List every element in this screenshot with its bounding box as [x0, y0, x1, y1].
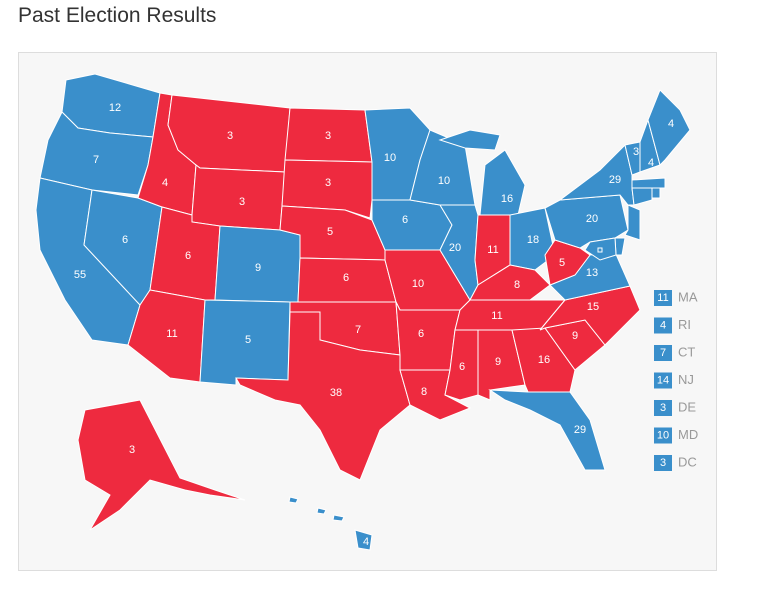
state-votes: 15	[587, 301, 599, 313]
state-votes: 8	[421, 386, 427, 398]
state-votes: 16	[538, 354, 550, 366]
state-votes: 13	[586, 267, 598, 279]
state-votes: 20	[586, 213, 598, 225]
state-votes: 10	[384, 152, 396, 164]
state-shape	[395, 301, 461, 371]
state-shape	[597, 247, 603, 253]
legend-votes: 3	[660, 402, 666, 414]
legend-box	[654, 372, 672, 389]
state-votes: 4	[162, 177, 168, 189]
legend-box	[654, 455, 672, 471]
state-votes: 55	[74, 269, 86, 281]
state-shape	[624, 204, 641, 241]
legend-votes: 10	[657, 429, 669, 441]
state-shape	[631, 177, 666, 189]
legend-votes: 11	[657, 292, 668, 304]
legend-votes: 14	[657, 374, 669, 386]
state-votes: 3	[325, 130, 331, 142]
state-votes: 6	[418, 328, 424, 340]
legend-label: CT	[678, 344, 695, 359]
state-shape	[354, 529, 373, 551]
state-shape	[332, 514, 345, 522]
legend-votes: 7	[660, 347, 666, 359]
state-votes: 11	[487, 244, 498, 256]
state-votes: 10	[438, 175, 450, 187]
legend-box	[654, 400, 672, 416]
state-votes: 5	[245, 334, 251, 346]
state-shape	[288, 496, 299, 504]
state-votes: 16	[501, 193, 513, 205]
legend-label: NJ	[678, 372, 694, 387]
state-votes: 18	[527, 234, 539, 246]
state-votes: 6	[185, 250, 191, 262]
legend-label: DC	[678, 454, 697, 469]
state-votes: 38	[330, 387, 342, 399]
state-shape	[631, 187, 653, 206]
state-votes: 6	[343, 272, 349, 284]
state-shape	[558, 144, 635, 206]
state-shape	[77, 399, 246, 531]
state-votes: 3	[633, 146, 639, 158]
state-votes: 4	[648, 157, 654, 169]
state-votes: 29	[609, 174, 621, 186]
state-shape	[438, 129, 501, 151]
state-votes: 20	[449, 242, 461, 254]
legend-label: DE	[678, 399, 696, 414]
state-shape	[651, 187, 661, 199]
legend-label: RI	[678, 317, 691, 332]
legend-box	[654, 317, 672, 334]
legend-box	[654, 290, 672, 306]
state-shape	[479, 149, 526, 216]
state-votes: 12	[109, 102, 121, 114]
state-votes: 9	[572, 330, 578, 342]
state-votes: 3	[227, 130, 233, 142]
state-shape	[235, 311, 411, 481]
state-votes: 3	[239, 196, 245, 208]
legend-votes: 3	[660, 457, 666, 469]
state-votes: 9	[495, 356, 501, 368]
state-votes: 8	[514, 279, 520, 291]
legend-box	[654, 427, 672, 444]
state-shape	[488, 389, 606, 471]
state-votes: 9	[255, 262, 261, 274]
state-votes: 5	[559, 257, 565, 269]
state-votes: 7	[355, 324, 361, 336]
state-shape	[614, 237, 626, 256]
state-votes: 11	[166, 328, 177, 340]
state-votes: 3	[129, 444, 135, 456]
legend-label: MD	[678, 427, 698, 442]
legend-box	[654, 345, 672, 361]
state-votes: 6	[402, 214, 408, 226]
state-votes: 11	[491, 310, 502, 322]
state-shape	[509, 207, 556, 271]
state-votes: 6	[459, 361, 465, 373]
state-shape	[316, 507, 327, 515]
state-shape	[647, 89, 691, 166]
state-votes: 7	[93, 154, 99, 166]
legend-votes: 4	[660, 319, 666, 331]
legend-label: MA	[678, 289, 698, 304]
page-title: Past Election Results	[18, 4, 217, 27]
state-votes: 3	[325, 177, 331, 189]
state-votes: 5	[327, 226, 333, 238]
state-shape	[371, 199, 453, 251]
state-votes: 29	[574, 424, 586, 436]
state-votes: 4	[363, 536, 369, 548]
state-votes: 10	[412, 278, 424, 290]
state-votes: 4	[668, 118, 674, 130]
state-votes: 6	[122, 234, 128, 246]
